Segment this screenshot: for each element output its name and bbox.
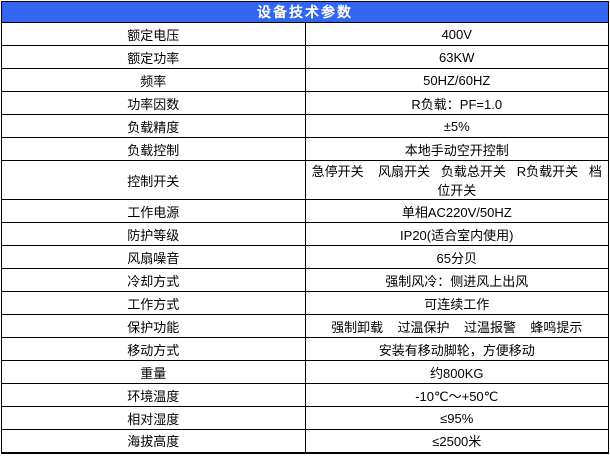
spec-label: 环境温度	[1, 383, 306, 407]
spec-value: 单相AC220V/50HZ	[304, 199, 609, 223]
spec-value: ≤95%	[304, 406, 609, 430]
spec-value: 63KW	[304, 45, 609, 69]
table-row: 环境温度 -10℃～+50℃	[1, 383, 609, 407]
table-row: 保护功能 强制卸载 过温保护 过温报警 蜂鸣提示	[1, 314, 609, 338]
spec-label: 风扇噪音	[1, 245, 306, 269]
spec-value: 约800KG	[304, 360, 609, 384]
table-row: 重量 约800KG	[1, 360, 609, 384]
spec-value: 50HZ/60HZ	[304, 68, 609, 92]
spec-label: 控制开关	[1, 160, 306, 200]
table-row: 移动方式 安装有移动脚轮，方便移动	[1, 337, 609, 361]
spec-label: 负载精度	[1, 114, 306, 138]
spec-label: 工作电源	[1, 199, 306, 223]
table-row: 控制开关 急停开关 风扇开关 负载总开关 R负载开关 档位开关	[1, 160, 609, 200]
table-row: 额定功率 63KW	[1, 45, 609, 69]
table-row: 风扇噪音 65分贝	[1, 245, 609, 269]
table-header-row: 设备技术参数	[1, 1, 609, 23]
spec-label: 海拔高度	[1, 429, 306, 454]
spec-label: 额定功率	[1, 45, 306, 69]
spec-value: R负载：PF=1.0	[304, 91, 609, 115]
spec-value: 急停开关 风扇开关 负载总开关 R负载开关 档位开关	[304, 160, 609, 200]
table-row: 防护等级 IP20(适合室内使用)	[1, 222, 609, 246]
table-row: 工作方式 可连续工作	[1, 291, 609, 315]
spec-label: 相对湿度	[1, 406, 306, 430]
spec-value: 强制风冷：侧进风上出风	[304, 268, 609, 292]
spec-value: 本地手动空开控制	[304, 137, 609, 161]
spec-value: IP20(适合室内使用)	[304, 222, 609, 246]
spec-label: 负载控制	[1, 137, 306, 161]
spec-value: 安装有移动脚轮，方便移动	[304, 337, 609, 361]
spec-value: ≤2500米	[304, 429, 609, 454]
spec-label: 冷却方式	[1, 268, 306, 292]
table-row: 海拔高度 ≤2500米	[1, 429, 609, 454]
spec-label: 保护功能	[1, 314, 306, 338]
spec-value: ±5%	[304, 114, 609, 138]
table-row: 冷却方式 强制风冷：侧进风上出风	[1, 268, 609, 292]
spec-label: 额定电压	[1, 22, 306, 46]
spec-label: 重量	[1, 360, 306, 384]
spec-label: 工作方式	[1, 291, 306, 315]
table-title: 设备技术参数	[1, 1, 609, 23]
spec-value: 65分贝	[304, 245, 609, 269]
spec-value: 强制卸载 过温保护 过温报警 蜂鸣提示	[304, 314, 609, 338]
spec-value: 可连续工作	[304, 291, 609, 315]
table-row: 负载精度 ±5%	[1, 114, 609, 138]
table-row: 相对湿度 ≤95%	[1, 406, 609, 430]
spec-label: 频率	[1, 68, 306, 92]
spec-label: 功率因数	[1, 91, 306, 115]
spec-value: 400V	[304, 22, 609, 46]
table-row: 频率 50HZ/60HZ	[1, 68, 609, 92]
spec-label: 防护等级	[1, 222, 306, 246]
spec-label: 移动方式	[1, 337, 306, 361]
table-row: 额定电压 400V	[1, 22, 609, 46]
table-row: 负载控制 本地手动空开控制	[1, 137, 609, 161]
table-row: 功率因数 R负载：PF=1.0	[1, 91, 609, 115]
table-row: 工作电源 单相AC220V/50HZ	[1, 199, 609, 223]
spec-value: -10℃～+50℃	[304, 383, 609, 407]
